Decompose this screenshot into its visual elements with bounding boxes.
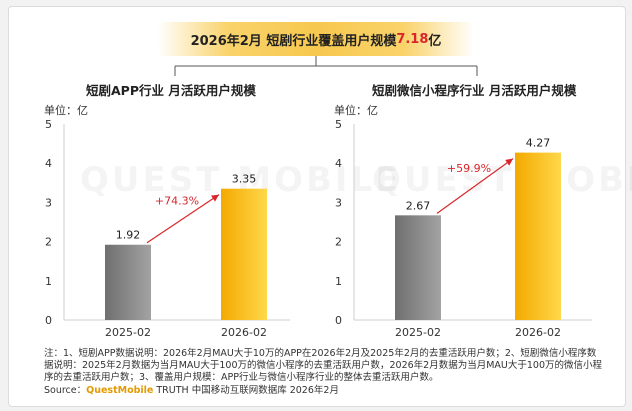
y-tick-label: 0	[335, 314, 342, 327]
bar-value-label: 2.67	[406, 199, 431, 212]
y-tick-label: 4	[335, 157, 342, 170]
x-tick-label: 2026-02	[221, 326, 267, 339]
source-line: Source：QuestMobile TRUTH 中国移动互联网数据库 2026…	[44, 385, 604, 397]
unit-label: 单位：亿	[44, 103, 88, 117]
y-tick-label: 5	[335, 118, 342, 131]
y-tick-label: 2	[335, 236, 342, 249]
y-tick-label: 0	[45, 314, 52, 327]
y-tick-label: 3	[335, 196, 342, 209]
chart-title-miniprogram: 短剧微信小程序行业 月活跃用户规模	[372, 83, 577, 98]
y-tick-label: 2	[45, 236, 52, 249]
bar-value-label: 3.35	[232, 173, 257, 186]
bar-chart-app: 单位：亿 0 1 2 3 4 5 1.92 2025-02 3.35 2026-02 +74.3%	[44, 103, 290, 339]
headline-value: 7.18	[396, 31, 429, 47]
headline-suffix: 亿	[428, 33, 442, 49]
headline-banner: 2026年2月 短剧行业覆盖用户规模 7.18 亿	[158, 22, 474, 56]
x-tick-label: 2026-02	[515, 326, 561, 339]
bar	[105, 244, 151, 320]
bar	[395, 215, 441, 320]
x-tick-label: 2025-02	[395, 326, 441, 339]
growth-arrow	[436, 158, 514, 214]
growth-label: +74.3%	[155, 195, 199, 208]
x-tick-label: 2025-02	[105, 326, 151, 339]
source-suffix: TRUTH 中国移动互联网数据库 2026年2月	[153, 384, 339, 396]
y-tick-label: 4	[45, 157, 52, 170]
bar	[515, 152, 561, 320]
source-prefix: Source：	[44, 384, 87, 396]
y-tick-label: 3	[45, 196, 52, 209]
bar	[221, 188, 267, 320]
connector-lines	[174, 56, 478, 76]
chart-title-app: 短剧APP行业 月活跃用户规模	[86, 83, 256, 98]
bar-value-label: 1.92	[116, 229, 141, 242]
headline-prefix: 2026年2月 短剧行业覆盖用户规模	[190, 33, 397, 49]
footnotes: 注：1、短剧APP数据说明：2026年2月MAU大于10万的APP在2026年2…	[44, 348, 604, 397]
y-tick-label: 1	[45, 275, 52, 288]
y-tick-label: 1	[335, 275, 342, 288]
footnote-text: 注：1、短剧APP数据说明：2026年2月MAU大于10万的APP在2026年2…	[44, 348, 603, 384]
growth-arrow	[146, 194, 220, 244]
source-brand: QuestMobile	[86, 384, 154, 396]
y-tick-label: 5	[45, 118, 52, 131]
bar-chart-miniprogram: 单位：亿 0 1 2 3 4 5 2.67 2025-02 4.27 2026-02 +59.9%	[334, 103, 592, 339]
unit-label: 单位：亿	[334, 103, 378, 117]
bar-value-label: 4.27	[526, 137, 551, 150]
growth-label: +59.9%	[447, 162, 491, 175]
